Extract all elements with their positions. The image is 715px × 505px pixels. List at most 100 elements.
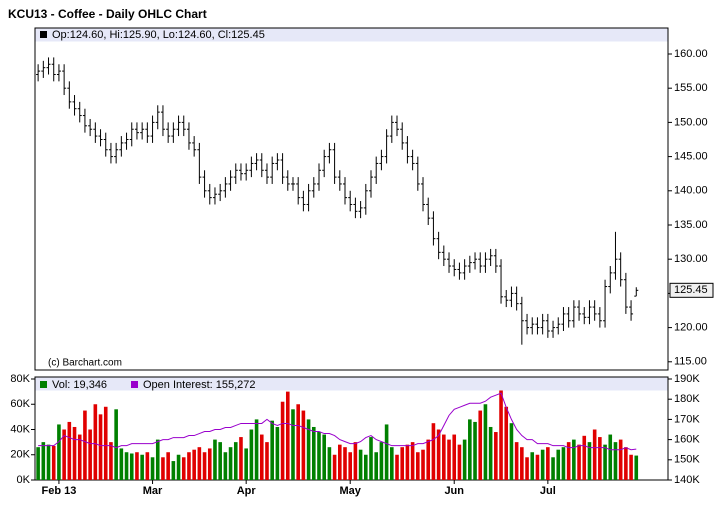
- volume-bar: [624, 447, 628, 480]
- volume-bar: [551, 457, 555, 480]
- volume-bar: [93, 404, 98, 480]
- volume-bar: [72, 426, 77, 480]
- volume-bar: [421, 449, 425, 480]
- volume-bar: [233, 442, 238, 480]
- volume-bar: [77, 434, 82, 480]
- volume-bar: [291, 409, 295, 480]
- volume-bar: [514, 442, 519, 480]
- volume-bar: [343, 447, 347, 480]
- volume-bar: [426, 439, 431, 480]
- volume-bar: [405, 444, 410, 480]
- volume-bar: [192, 449, 196, 480]
- y-tick-label: 80K: [10, 373, 30, 385]
- volume-bar: [384, 424, 389, 480]
- volume-bar: [629, 454, 633, 480]
- x-tick-label: Jul: [540, 485, 556, 497]
- volume-bar: [436, 429, 441, 480]
- volume-bar: [57, 424, 61, 480]
- volume-bar: [259, 434, 264, 480]
- volume-bar: [374, 452, 379, 480]
- volume-bar: [608, 434, 613, 480]
- volume-bar: [369, 437, 373, 480]
- volume-bar: [332, 454, 337, 480]
- volume-bar: [67, 421, 72, 480]
- y-tick-label: 120.00: [674, 321, 708, 333]
- credit: (c) Barchart.com: [48, 358, 122, 369]
- volume-bar: [353, 442, 358, 480]
- y2-tick-label: 180K: [674, 393, 700, 405]
- last-price-label: 125.45: [674, 284, 708, 296]
- volume-bar: [228, 447, 233, 480]
- last-price-box: [669, 282, 714, 298]
- volume-bar: [270, 420, 274, 480]
- volume-bar: [447, 439, 451, 480]
- volume-bar: [587, 442, 592, 480]
- volume-bar: [546, 447, 550, 480]
- volume-bar: [239, 437, 243, 480]
- y-tick-label: 160.00: [674, 48, 708, 60]
- volume-bar: [171, 461, 176, 480]
- volume-bar: [140, 454, 144, 480]
- volume-bar: [598, 437, 602, 480]
- volume-bar: [46, 444, 51, 480]
- volume-bar: [442, 434, 446, 480]
- volume-bar: [561, 447, 566, 480]
- volume-bar: [317, 432, 321, 480]
- volume-bar: [566, 442, 571, 480]
- volume-bar: [176, 454, 181, 480]
- volume-bar: [98, 414, 103, 480]
- y-tick-label: 140.00: [674, 185, 708, 197]
- volume-bar: [129, 453, 134, 480]
- volume-bar: [364, 454, 368, 480]
- y2-tick-label: 190K: [674, 373, 700, 385]
- volume-bar: [150, 457, 155, 480]
- legend-vol: Vol: 19,346: [52, 379, 107, 391]
- y-tick-label: 130.00: [674, 253, 708, 265]
- volume-bar: [145, 452, 150, 480]
- open-interest-line: [38, 392, 637, 451]
- volume-bar: [103, 406, 108, 480]
- y2-tick-label: 140K: [674, 474, 700, 486]
- volume-bar: [400, 447, 405, 480]
- volume-bar: [572, 439, 576, 480]
- volume-bar: [618, 439, 623, 480]
- volume-bar: [603, 444, 607, 480]
- volume-bar: [358, 449, 363, 480]
- y-tick-label: 0K: [17, 474, 31, 486]
- volume-bar: [301, 410, 306, 480]
- legend-oi-swatch: [131, 381, 138, 388]
- volume-bar: [556, 449, 561, 480]
- volume-bar: [504, 406, 509, 480]
- volume-bar: [452, 434, 457, 480]
- y-tick-label: 115.00: [674, 356, 707, 368]
- info-icon: [40, 31, 47, 38]
- volume-bar: [582, 435, 587, 480]
- volume-bar: [577, 444, 581, 480]
- volume-bar: [197, 447, 202, 480]
- volume-bar: [280, 401, 285, 480]
- volume-bar: [431, 423, 436, 480]
- volume-bar: [520, 447, 524, 480]
- x-tick-label: Jun: [444, 485, 464, 497]
- volume-bar: [213, 439, 217, 480]
- x-tick-label: May: [339, 485, 361, 497]
- y2-tick-label: 160K: [674, 434, 700, 446]
- volume-bar: [473, 421, 477, 480]
- volume-bar: [306, 419, 311, 480]
- volume-bar: [83, 410, 87, 480]
- volume-bar: [613, 442, 618, 480]
- volume-bar: [634, 455, 639, 480]
- y-tick-label: 150.00: [674, 116, 708, 128]
- volume-bar: [285, 391, 290, 480]
- volume-bar: [509, 423, 514, 480]
- volume-bar: [202, 452, 207, 480]
- volume-bar: [322, 434, 326, 480]
- volume-bar: [337, 444, 342, 480]
- volume-bar: [218, 442, 222, 480]
- volume-bar: [187, 452, 191, 480]
- volume-bar: [311, 426, 316, 480]
- volume-bar: [525, 457, 529, 480]
- volume-bar: [88, 429, 92, 480]
- volume-bar: [135, 452, 139, 480]
